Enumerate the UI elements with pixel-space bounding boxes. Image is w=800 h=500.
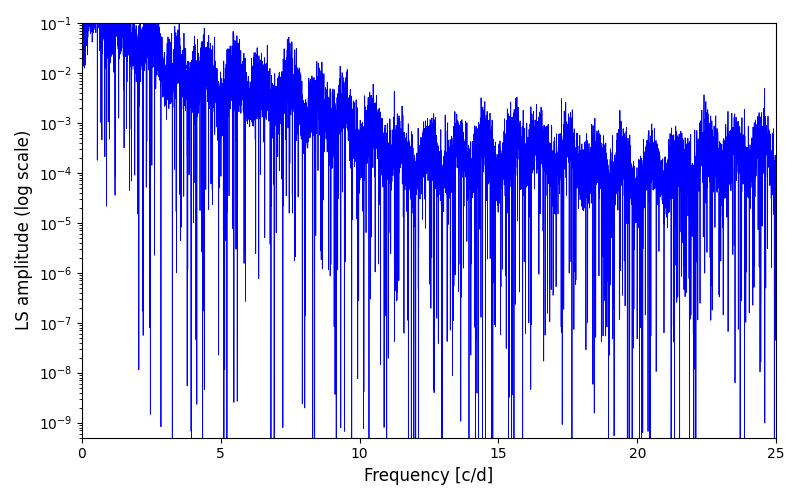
X-axis label: Frequency [c/d]: Frequency [c/d]	[364, 467, 494, 485]
Y-axis label: LS amplitude (log scale): LS amplitude (log scale)	[15, 130, 33, 330]
